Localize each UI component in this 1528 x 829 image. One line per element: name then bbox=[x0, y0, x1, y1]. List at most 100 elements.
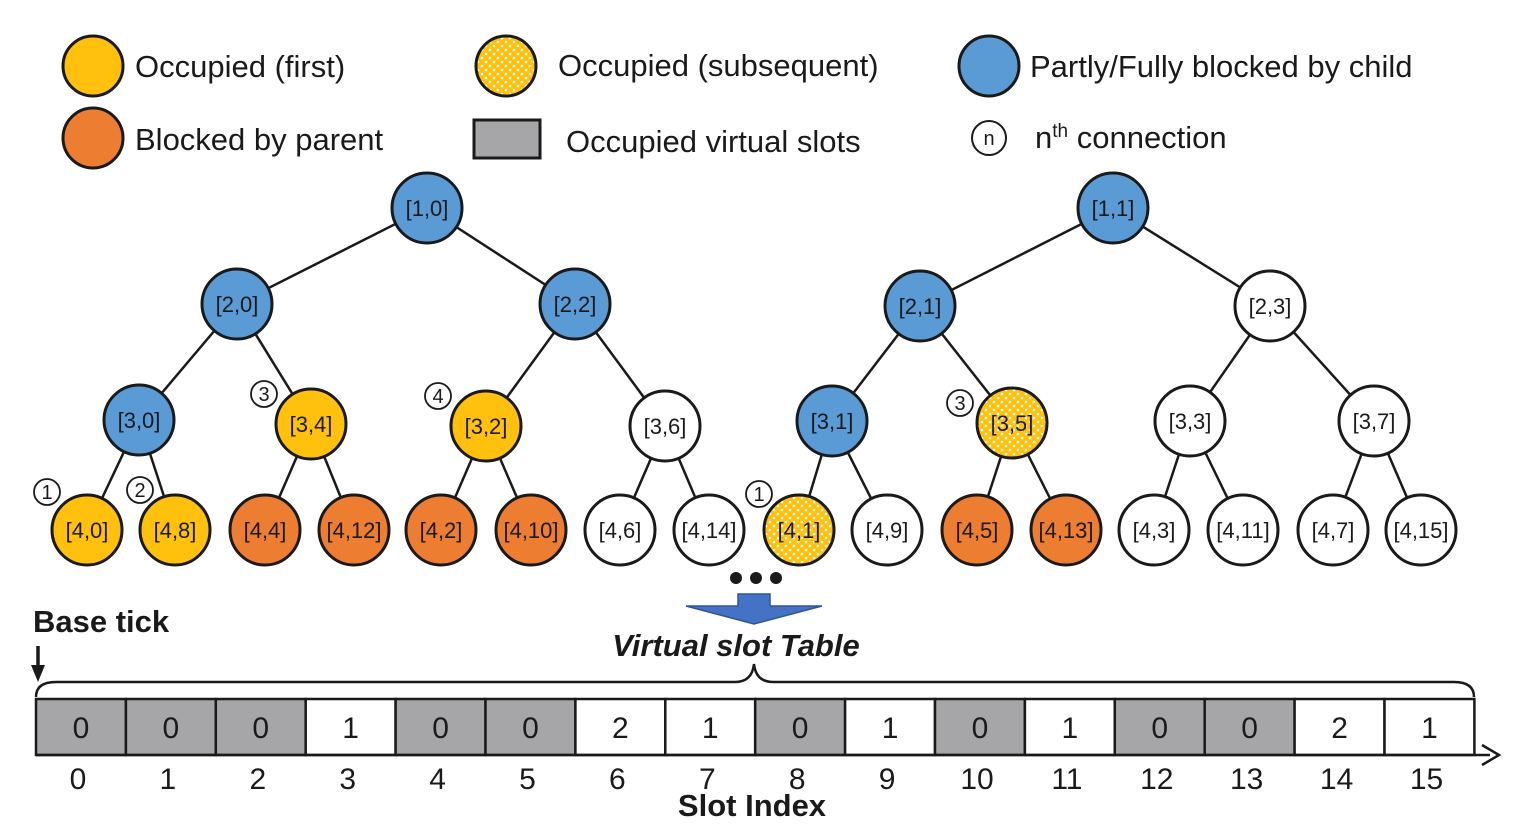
tree-node-circle bbox=[583, 493, 657, 567]
tree-node: [1,1] bbox=[1076, 171, 1150, 245]
tree-node: [3,1] bbox=[795, 384, 869, 458]
tree-node-circle bbox=[672, 493, 746, 567]
connection-order-badge bbox=[424, 382, 452, 410]
tree-node-circle bbox=[628, 389, 702, 463]
tree-node: [4,9] bbox=[850, 493, 924, 567]
slot-index-tick: 8 bbox=[789, 763, 806, 796]
blocked-parent-label: Blocked by parent bbox=[135, 122, 384, 157]
tree-node: [4,1] 1 bbox=[745, 480, 836, 567]
slot-index-tick: 6 bbox=[609, 763, 626, 796]
tree-node-label: [2,1] bbox=[899, 294, 942, 319]
tree-node: [4,0] 1 bbox=[33, 478, 124, 567]
legend-nth-connection: n nth connection bbox=[971, 120, 1227, 156]
tree-node-label: [4,11] bbox=[1216, 518, 1269, 543]
tree-node-circle bbox=[494, 493, 568, 567]
tree-node-label: [4,7] bbox=[1312, 518, 1355, 543]
tree-node-label: [4,4] bbox=[244, 518, 287, 543]
slot-cell-value: 1 bbox=[1421, 712, 1438, 745]
slot-index-tick: 1 bbox=[160, 763, 177, 796]
tree-node-label: [1,0] bbox=[406, 196, 449, 221]
connection-order-badge bbox=[250, 380, 278, 408]
tree-node-circle bbox=[50, 493, 124, 567]
tree-node-circle bbox=[1153, 384, 1227, 458]
slot-cell-value: 0 bbox=[432, 712, 449, 745]
slot-cell bbox=[574, 697, 667, 757]
occupied-subsequent-swatch bbox=[474, 34, 538, 98]
slot-index-tick: 9 bbox=[879, 763, 896, 796]
connection-order-badge bbox=[946, 389, 974, 417]
tree-node: [3,2] 4 bbox=[424, 382, 523, 463]
slot-table: 0 0 0 1 0 0 2 1 0 1 0 1 0 0 2 1 bbox=[34, 697, 1476, 757]
tree-node-label: [4,12] bbox=[326, 518, 381, 543]
slot-cell bbox=[753, 697, 847, 757]
tree-node-label: [4,10] bbox=[503, 518, 558, 543]
slot-index-tick: 10 bbox=[960, 763, 993, 796]
slot-index-tick: 2 bbox=[249, 763, 266, 796]
virtual-slot-table-title: Virtual slot Table bbox=[612, 628, 859, 663]
tree-node-circle bbox=[1337, 384, 1411, 458]
tree-node: [3,6] bbox=[628, 389, 702, 463]
tree-node-label: [3,6] bbox=[644, 414, 687, 439]
connection-order-number: 2 bbox=[134, 480, 145, 502]
connection-order-number: 1 bbox=[41, 482, 52, 504]
tree-node-label: [4,5] bbox=[956, 518, 999, 543]
tree-node: [4,10] bbox=[494, 493, 568, 567]
nth-symbol-label: n bbox=[983, 128, 994, 150]
slot-cell-value: 0 bbox=[73, 712, 90, 745]
ellipsis-dots bbox=[730, 572, 782, 584]
tree-node-label: [3,3] bbox=[1169, 409, 1212, 434]
slot-cell-value: 1 bbox=[1062, 712, 1079, 745]
tree-node: [1,0] bbox=[390, 171, 464, 245]
tree-node: [4,7] bbox=[1296, 493, 1370, 567]
slot-axis-arrow-icon bbox=[1481, 743, 1502, 767]
slot-cell bbox=[214, 697, 307, 757]
tree-node-label: [3,1] bbox=[811, 409, 854, 434]
tree-node-label: [2,2] bbox=[554, 292, 597, 317]
blocked-child-swatch bbox=[957, 34, 1021, 98]
legend-occupied-first: Occupied (first) bbox=[61, 34, 345, 98]
tree-node-circle bbox=[538, 267, 612, 341]
legend: Occupied (first) Occupied (subsequent) P… bbox=[61, 34, 1413, 170]
slot-cell bbox=[664, 697, 757, 757]
tree-node-circle bbox=[200, 267, 274, 341]
slot-cell-value: 0 bbox=[252, 712, 269, 745]
slot-cell bbox=[1203, 697, 1296, 757]
tree-node: [2,0] bbox=[200, 267, 274, 341]
tree-node: [4,8] 2 bbox=[126, 476, 212, 567]
tree-node-label: [3,4] bbox=[290, 412, 333, 437]
connection-order-number: 4 bbox=[432, 386, 443, 408]
tree-node: [4,12] bbox=[317, 493, 391, 567]
tree-node: [2,2] bbox=[538, 267, 612, 341]
tree-node-circle bbox=[1029, 493, 1103, 567]
tree-node-label: [2,0] bbox=[216, 292, 259, 317]
slot-cell-value: 2 bbox=[612, 712, 629, 745]
tree-node-circle bbox=[883, 269, 957, 343]
slot-index-tick: 7 bbox=[699, 763, 716, 796]
connection-order-number: 1 bbox=[753, 484, 764, 506]
tree-node-circle bbox=[1117, 493, 1191, 567]
tree-node-label: [4,13] bbox=[1038, 518, 1093, 543]
ellipsis-dot bbox=[770, 572, 782, 584]
slot-index-tick: 4 bbox=[429, 763, 446, 796]
tree-node: [4,4] bbox=[228, 493, 302, 567]
slot-cell bbox=[1383, 697, 1476, 757]
slot-cell-value: 0 bbox=[792, 712, 809, 745]
tree-node-label: [4,0] bbox=[66, 518, 109, 543]
slot-cell-value: 1 bbox=[702, 712, 719, 745]
tree-node-label: [4,2] bbox=[420, 518, 463, 543]
connection-order-number: 3 bbox=[954, 393, 965, 415]
virtual-slots-label: Occupied virtual slots bbox=[566, 124, 861, 159]
tree-node: [4,6] bbox=[583, 493, 657, 567]
slot-cell-value: 0 bbox=[972, 712, 989, 745]
slot-cell-value: 0 bbox=[522, 712, 539, 745]
slot-cell-value: 1 bbox=[342, 712, 359, 745]
nth-symbol-circle bbox=[971, 120, 1007, 156]
tree-node-label: [4,1] bbox=[778, 518, 821, 543]
tree-node-circle bbox=[795, 384, 869, 458]
tree-node-label: [4,9] bbox=[866, 518, 909, 543]
base-tick-arrowhead bbox=[31, 665, 45, 682]
tree-node-label: [4,14] bbox=[681, 518, 736, 543]
tree-node-label: [4,6] bbox=[599, 518, 642, 543]
slot-index-tick: 3 bbox=[339, 763, 356, 796]
slot-index-tick: 12 bbox=[1140, 763, 1173, 796]
